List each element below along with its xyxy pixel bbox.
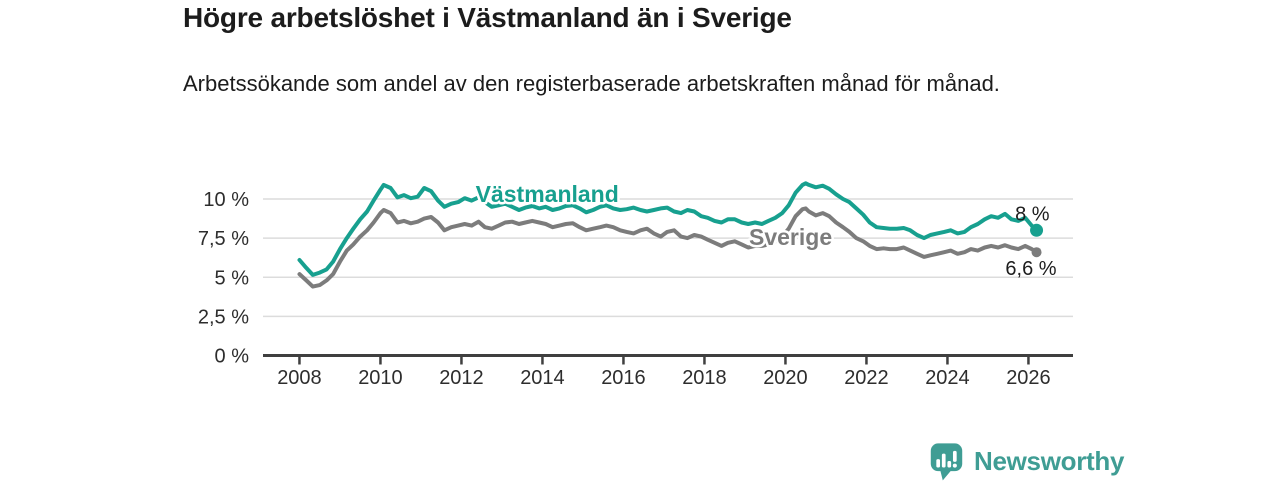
x-tick-label: 2012	[439, 367, 484, 389]
series-line-västmanland	[297, 181, 1039, 277]
series-line-sverige	[297, 206, 1039, 289]
x-tick-label: 2026	[1006, 367, 1051, 389]
series-label-sverige: Sverige	[749, 224, 832, 250]
x-tick-label: 2024	[925, 367, 970, 389]
x-tick-label: 2008	[277, 367, 322, 389]
x-tick-label: 2022	[844, 367, 889, 389]
newsworthy-logo-icon	[930, 443, 963, 481]
series-end-value-västmanland: 8 %	[1015, 203, 1050, 225]
y-tick-label: 2,5 %	[198, 306, 249, 328]
logo-bars	[936, 450, 957, 468]
chart-subtitle: Arbetssökande som andel av den registerb…	[183, 71, 1000, 96]
x-tick-label: 2018	[682, 367, 727, 389]
series-end-dot-sverige	[1031, 247, 1042, 258]
y-tick-label: 7,5 %	[198, 228, 249, 250]
y-tick-label: 5 %	[215, 267, 250, 289]
page-title: Högre arbetslöshet i Västmanland än i Sv…	[183, 2, 792, 33]
x-tick-label: 2020	[763, 367, 808, 389]
y-tick-label: 0 %	[215, 346, 250, 368]
x-tick-label: 2014	[520, 367, 565, 389]
series-end-dot-västmanland	[1030, 223, 1044, 237]
y-tick-label: 10 %	[203, 189, 249, 211]
brand-name: Newsworthy	[974, 445, 1125, 476]
x-tick-label: 2010	[358, 367, 403, 389]
series-end-value-sverige: 6,6 %	[1005, 258, 1056, 280]
newsworthy-branding: Newsworthy	[928, 441, 1124, 481]
x-tick-label: 2016	[601, 367, 646, 389]
series-label-västmanland: Västmanland	[476, 181, 619, 207]
